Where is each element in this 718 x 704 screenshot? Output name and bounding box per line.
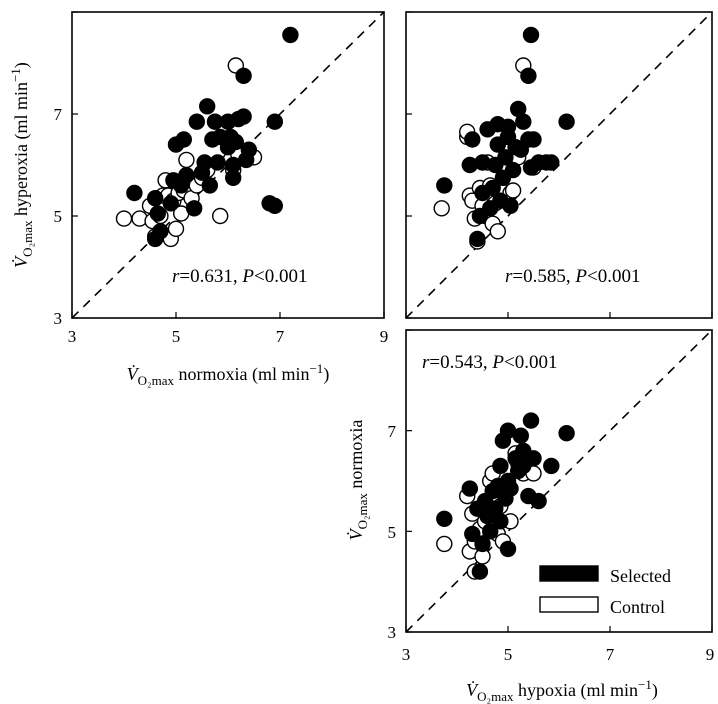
panel-top-left-point-selected [185, 200, 203, 217]
panel-top-left-point-control [211, 207, 229, 225]
panel-bottom-right-xlabel: V̇O₂max hypoxia (ml min−1) [466, 677, 658, 704]
panel-bottom-right-point-selected [558, 425, 575, 442]
panel-bottom-right-xtick-7: 7 [606, 645, 615, 664]
panel-top-left-xtick-5: 5 [172, 327, 181, 346]
panel-top-left-xtick-9: 9 [380, 327, 389, 346]
panel-bottom-right-point-selected [474, 535, 491, 553]
panel-top-left-point-control [115, 210, 133, 227]
legend-label-control: Control [610, 597, 665, 617]
panel-top-right-point-selected [502, 197, 519, 215]
panel-bottom-right-point-selected [492, 457, 509, 475]
panel-bottom-right-point-selected [530, 492, 547, 510]
panel-top-right-point-selected [525, 131, 542, 148]
panel-top-left-ytick-7: 7 [54, 105, 63, 124]
panel-bottom-right-point-selected [502, 480, 519, 497]
panel-top-left-point-control [178, 151, 195, 169]
panel-top-left-xtick-7: 7 [276, 327, 285, 346]
panel-bottom-right-annotation: r=0.543, P<0.001 [422, 352, 557, 373]
panel-top-left-point-selected [162, 195, 180, 212]
panel-top-left-point-selected [227, 133, 245, 151]
panel-top-left-annotation: r=0.631, P<0.001 [172, 266, 307, 287]
panel-top-left-xtick-3: 3 [68, 327, 77, 346]
panel-bottom-right-point-selected [461, 480, 478, 497]
panel-bottom-right-frame [405, 329, 713, 633]
panel-top-right-point-selected [484, 179, 501, 197]
panel-top-right-point-selected [436, 177, 453, 194]
panel-top-right-ticks [405, 11, 713, 319]
legend: Selected Control [539, 565, 671, 617]
panel-top-left-identity-line [71, 11, 385, 319]
panel-top-right-point-selected [464, 131, 481, 148]
panel-top-left-point-selected [126, 184, 143, 202]
panel-bottom-right-point-selected [482, 523, 499, 540]
panel-bottom-right-xtick-5: 5 [504, 645, 513, 664]
panel-top-right-point-selected [469, 230, 486, 248]
panel-bottom-right-point-selected [512, 427, 529, 444]
panel-bottom-right-ylabel: V̇O₂max normoxia [345, 420, 370, 541]
panel-top-left-point-selected [198, 98, 216, 115]
panel-top-right-point-selected [558, 113, 575, 130]
panel-top-left-point-selected [266, 113, 283, 130]
panel-bottom-right-point-selected [436, 510, 453, 527]
panel-top-left-xlabel: V̇O₂max normoxia (ml min−1) [127, 361, 330, 388]
panel-top-left-ticks [71, 11, 385, 319]
panel-bottom-right-point-selected [464, 525, 481, 543]
panel-top-left-point-selected [266, 197, 283, 215]
panel-top-right-point-selected [515, 113, 532, 130]
panel-top-left-frame [71, 11, 385, 319]
panel-bottom-right-point-selected [499, 540, 517, 558]
panel-top-left-point-selected [201, 177, 219, 194]
panel-bottom-right-identity-line [405, 329, 713, 633]
panel-top-right-point-selected [543, 154, 560, 171]
panel-top-right-point-selected [520, 67, 537, 85]
legend-swatch-control [539, 596, 599, 613]
panel-top-left: r=0.631, P<0.001 3 5 7 9 3 5 7 V̇O₂max n… [8, 11, 389, 388]
panel-top-right-annotation: r=0.585, P<0.001 [505, 266, 640, 287]
panel-top-left-point-selected [146, 189, 164, 207]
panel-bottom-right-xtick-9: 9 [706, 645, 715, 664]
panel-top-right-point-selected [504, 161, 522, 179]
panel-bottom-right-ytick-7: 7 [388, 422, 397, 441]
panel-top-right-point-control [489, 223, 506, 240]
panel-bottom-right-ticks [405, 329, 713, 633]
panel-top-right-point-control [433, 200, 450, 217]
panel-bottom-right-points [436, 412, 575, 580]
panel-top-right-point-selected [522, 26, 540, 44]
panel-top-left-points [115, 26, 299, 248]
legend-label-selected: Selected [610, 566, 671, 586]
panel-bottom-right-point-selected [543, 457, 560, 475]
panel-top-left-point-selected [175, 131, 193, 148]
panel-top-left-point-selected [237, 151, 255, 169]
panel-top-left-ytick-5: 5 [54, 207, 63, 226]
panel-bottom-right-xtick-3: 3 [402, 645, 411, 664]
panel-top-left-point-selected [188, 113, 206, 130]
panel-top-left-point-control [167, 220, 185, 238]
panel-top-left-ytick-3: 3 [54, 309, 63, 328]
panel-bottom-right-point-selected [522, 412, 540, 429]
panel-top-right: r=0.585, P<0.001 [405, 11, 713, 319]
panel-bottom-right-point-selected [471, 563, 489, 580]
panel-top-left-point-selected [235, 108, 252, 125]
panel-top-left-point-selected [282, 26, 299, 44]
panel-top-right-point-selected [497, 149, 514, 166]
panel-top-left-point-selected [152, 223, 169, 240]
panel-bottom-right-point-selected [492, 513, 509, 530]
panel-top-left-point-selected [149, 205, 167, 222]
legend-swatch-selected [539, 565, 599, 582]
panel-bottom-right-point-selected [525, 450, 542, 467]
panel-top-left-point-selected [178, 166, 195, 184]
panel-top-left-point-selected [235, 67, 252, 85]
panel-bottom-right: r=0.543, P<0.001 3 5 7 9 3 5 7 V̇O₂max h… [345, 329, 715, 704]
panel-bottom-right-point-control [436, 535, 453, 553]
panel-top-left-point-selected [209, 154, 226, 171]
panel-top-right-point-control [504, 182, 522, 199]
panel-top-right-frame [405, 11, 713, 319]
panel-bottom-right-ytick-3: 3 [388, 623, 397, 642]
panel-top-right-point-selected [499, 118, 517, 136]
panel-top-right-points [433, 26, 575, 250]
panel-bottom-right-ytick-5: 5 [388, 523, 397, 542]
panel-top-left-ylabel: V̇O₂max hyperoxia (ml min−1) [8, 62, 35, 268]
